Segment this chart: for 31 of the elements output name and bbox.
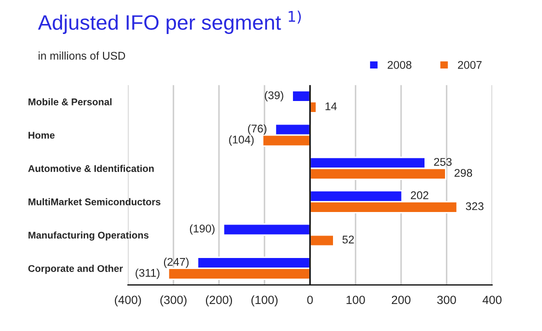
data-label: 52: [342, 236, 354, 244]
data-label: 323: [466, 202, 484, 210]
y-tick-label: Mobile & Personal: [28, 98, 112, 106]
y-tick-label: Corporate and Other: [28, 264, 123, 274]
data-label: (76): [248, 124, 266, 135]
x-tick-label: (200): [206, 295, 232, 306]
data-label: 298: [454, 168, 472, 177]
x-tick-label: 300: [437, 296, 456, 304]
chart-subtitle: in millions of USD: [38, 52, 126, 60]
y-tick-label: Manufacturing Operations: [28, 231, 149, 241]
x-tick-label: (300): [160, 295, 186, 306]
y-tick-label: Home: [28, 132, 55, 139]
data-label: 202: [410, 191, 428, 200]
chart-title: Adjusted IFO per segment $^{1)}$: [38, 10, 301, 34]
y-tick-label: MultiMarket Semiconductors: [28, 198, 160, 206]
x-tick-label: 400: [482, 296, 502, 304]
x-tick-label: (100): [251, 295, 278, 306]
data-label: (39): [264, 91, 284, 102]
data-label: (190): [190, 224, 214, 235]
data-label: 253: [434, 158, 452, 166]
x-tick-label: 200: [392, 296, 410, 304]
legend-label: 2007: [458, 61, 482, 69]
x-tick-label: 0: [307, 296, 313, 304]
legend-label: 2008: [388, 61, 412, 69]
x-tick-label: 100: [346, 296, 365, 304]
data-label: 14: [326, 102, 337, 110]
y-tick-label: Automotive & Identification: [28, 164, 154, 172]
data-label: (311): [136, 268, 160, 279]
data-label: (247): [164, 258, 189, 268]
x-tick-label: (400): [114, 295, 141, 306]
data-label: (104): [229, 135, 254, 146]
